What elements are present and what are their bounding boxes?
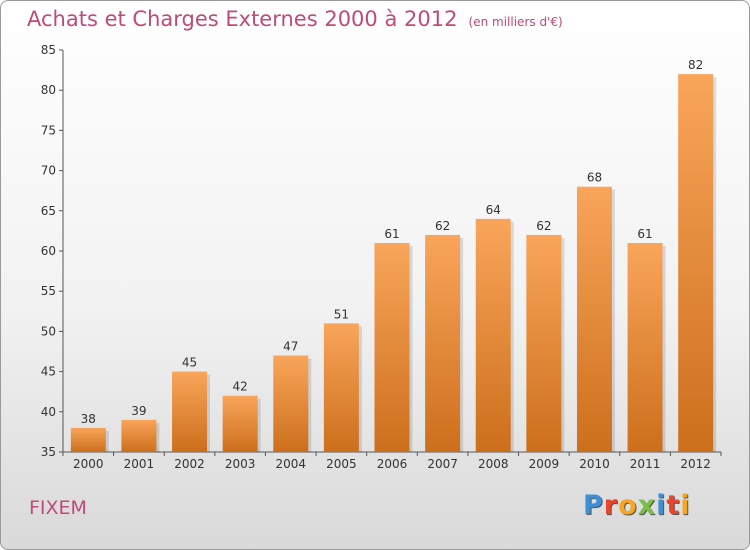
- bar-2002: [172, 371, 208, 452]
- logo-letter: r: [603, 490, 619, 521]
- y-tick-label: 85: [41, 43, 56, 57]
- value-label-2004: 47: [283, 340, 298, 354]
- logo-letter: i: [680, 490, 691, 521]
- axes: 35 40 45 50 55 60 65 70 75 80 85 2000 2001 2002 2003 20…: [41, 43, 722, 471]
- bar-2004: [273, 355, 309, 452]
- bar-2009: [526, 234, 562, 452]
- value-label-2008: 64: [486, 203, 501, 217]
- value-label-2006: 61: [384, 227, 399, 241]
- value-label-2005: 51: [334, 307, 349, 321]
- y-tick-label: 55: [41, 284, 56, 298]
- bar-2006: [374, 242, 410, 452]
- logo-letter: P: [583, 490, 604, 521]
- y-tick-label: 45: [41, 365, 56, 379]
- bar-2012: [678, 74, 714, 453]
- bar-2011: [627, 242, 663, 452]
- commune-name: FIXEM: [29, 497, 87, 519]
- chart-title-block: Achats et Charges Externes 2000 à 2012 (…: [27, 7, 563, 31]
- logo-letter: i: [656, 490, 667, 521]
- bar-2001: [121, 419, 157, 452]
- bar-2003: [222, 395, 258, 452]
- y-tick-label: 65: [41, 204, 56, 218]
- value-label-2010: 68: [587, 171, 602, 185]
- x-tick-label-2011: 2011: [630, 457, 661, 471]
- x-tick-label-2007: 2007: [427, 457, 458, 471]
- y-tick-label: 35: [41, 445, 56, 459]
- y-tick-label: 80: [41, 83, 56, 97]
- bar-2008: [475, 218, 511, 452]
- value-label-2001: 39: [131, 404, 146, 418]
- logo-letter: x: [637, 490, 657, 521]
- bar-2010: [576, 186, 612, 452]
- bars: [70, 74, 717, 453]
- bar-2007: [425, 234, 461, 452]
- y-tick-label: 50: [41, 324, 56, 338]
- x-tick-label-2003: 2003: [225, 457, 256, 471]
- y-tick-label: 40: [41, 405, 56, 419]
- x-tick-label-2006: 2006: [377, 457, 408, 471]
- value-label-2012: 82: [688, 58, 703, 72]
- logo-letter: o: [618, 490, 638, 521]
- y-tick-label: 60: [41, 244, 56, 258]
- y-tick-label: 70: [41, 164, 56, 178]
- x-tick-label-2012: 2012: [680, 457, 711, 471]
- value-label-2000: 38: [81, 412, 96, 426]
- chart-unit: (en milliers d'€): [468, 15, 563, 29]
- value-label-2011: 61: [637, 227, 652, 241]
- x-tick-label-2000: 2000: [73, 457, 104, 471]
- value-label-2002: 45: [182, 356, 197, 370]
- proxiti-logo: Proxiti: [583, 490, 691, 521]
- value-label-2009: 62: [536, 219, 551, 233]
- value-label-2003: 42: [233, 380, 248, 394]
- x-tick-label-2005: 2005: [326, 457, 357, 471]
- data-labels: 38 39 45 42 47 51 61 62 64 62 68 61 82: [81, 58, 704, 426]
- bar-2000: [70, 427, 106, 452]
- y-tick-label: 75: [41, 123, 56, 137]
- bar-2005: [323, 323, 359, 452]
- x-tick-label-2004: 2004: [275, 457, 306, 471]
- x-tick-label-2008: 2008: [478, 457, 509, 471]
- x-tick-label-2002: 2002: [174, 457, 205, 471]
- value-label-2007: 62: [435, 219, 450, 233]
- x-tick-label-2010: 2010: [579, 457, 610, 471]
- x-tick-label-2001: 2001: [124, 457, 155, 471]
- logo-letter: t: [666, 490, 681, 521]
- x-tick-label-2009: 2009: [529, 457, 560, 471]
- chart-title: Achats et Charges Externes 2000 à 2012: [27, 7, 458, 31]
